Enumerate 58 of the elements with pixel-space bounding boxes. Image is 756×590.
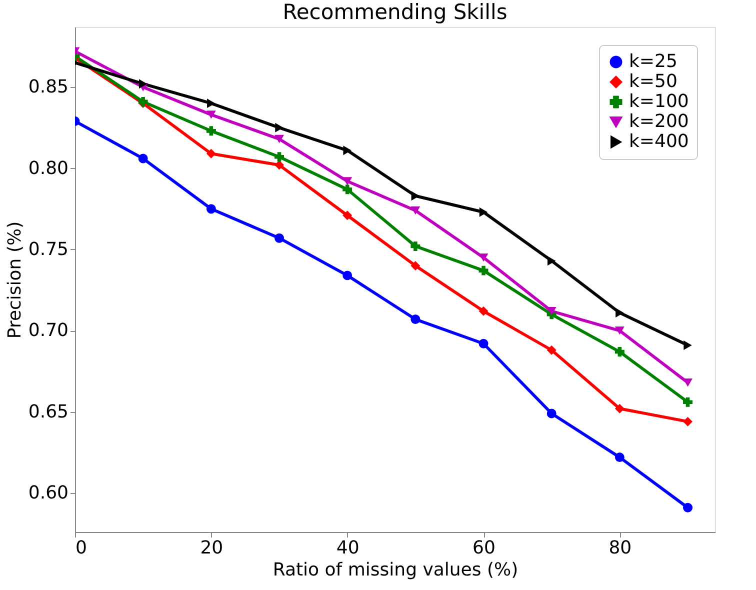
point — [614, 326, 624, 335]
y-tick-label: 0.60 — [28, 482, 68, 504]
point — [479, 207, 488, 217]
legend-label: k=50 — [629, 71, 678, 92]
x-tick-label: 80 — [608, 538, 632, 558]
x-tick-label: 40 — [336, 538, 360, 558]
point — [546, 408, 556, 418]
point — [478, 306, 488, 316]
point — [410, 206, 420, 215]
chart-title: Recommending Skills — [282, 0, 508, 24]
legend-label: k=25 — [629, 51, 678, 72]
x-axis-title: Ratio of missing values (%) — [272, 560, 518, 580]
y-tick-label: 0.70 — [28, 320, 68, 342]
point — [410, 260, 420, 270]
legend-label: k=400 — [629, 131, 689, 152]
point — [614, 347, 624, 356]
point — [206, 148, 216, 158]
legend-label: k=100 — [629, 91, 689, 112]
point — [274, 233, 284, 243]
point — [274, 152, 284, 162]
point — [410, 314, 420, 324]
point — [275, 122, 284, 132]
point — [614, 404, 624, 414]
point — [478, 253, 488, 262]
point — [411, 191, 420, 201]
point — [342, 270, 352, 280]
point — [274, 160, 284, 170]
point — [683, 397, 693, 407]
point — [274, 134, 284, 144]
point — [478, 338, 488, 348]
point — [478, 266, 488, 276]
y-tick-label: 0.80 — [28, 158, 68, 179]
point — [206, 126, 216, 136]
point — [342, 210, 352, 220]
y-tick-label: 0.65 — [28, 401, 68, 422]
point — [614, 452, 624, 462]
point — [410, 241, 420, 251]
y-tick-label: 0.75 — [28, 238, 68, 260]
point — [207, 98, 216, 108]
x-tick-label: 20 — [200, 538, 224, 558]
point — [683, 502, 693, 512]
point — [342, 184, 352, 194]
point — [342, 177, 352, 186]
point — [138, 154, 148, 164]
point — [684, 340, 692, 350]
x-tick-label: 0 — [76, 538, 87, 558]
point — [206, 110, 216, 119]
point — [206, 204, 216, 214]
x-tick-label: 60 — [472, 538, 496, 558]
point — [547, 256, 556, 266]
point — [138, 79, 148, 89]
y-axis-title: Precision (%) — [4, 221, 26, 339]
point — [683, 416, 693, 426]
legend-label: k=200 — [629, 111, 689, 132]
y-tick-label: 0.85 — [28, 76, 68, 98]
point — [343, 146, 352, 156]
point — [546, 345, 556, 355]
point — [616, 308, 624, 318]
